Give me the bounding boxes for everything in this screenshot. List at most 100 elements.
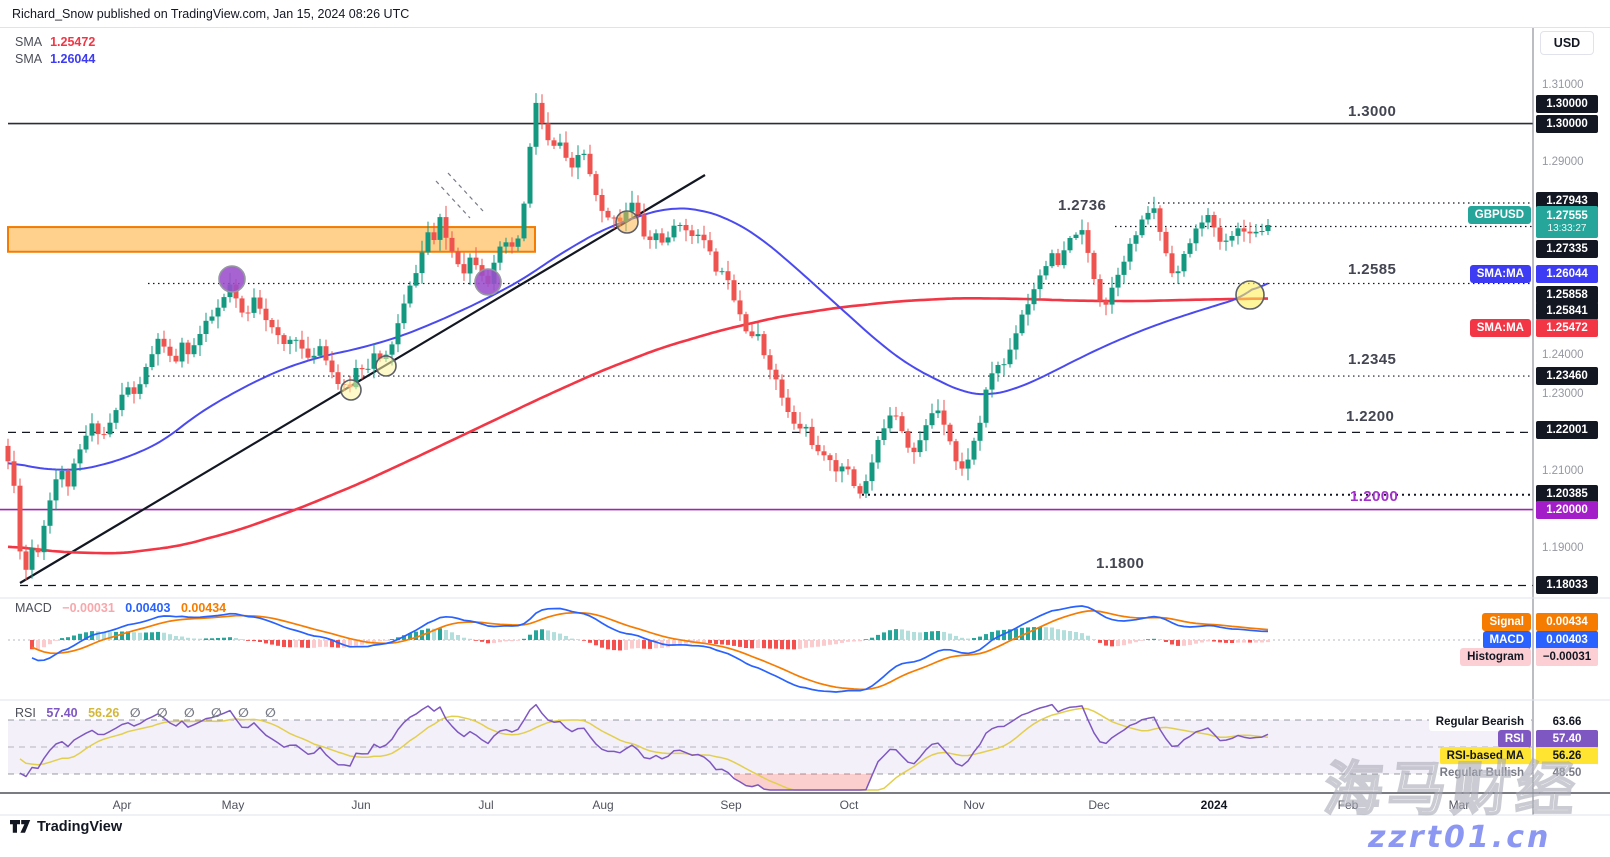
price-axis-badge[interactable]: 1.25841 xyxy=(1536,302,1598,320)
level-label-1-2345: 1.2345 xyxy=(1348,351,1397,368)
countdown-timer: 13:33:27 xyxy=(1547,222,1587,234)
axis-tag-rsi[interactable]: RSI xyxy=(1497,730,1531,748)
annotation-dash[interactable] xyxy=(435,180,471,219)
marker-circle[interactable] xyxy=(340,379,362,401)
rsi-line[interactable] xyxy=(19,703,1269,791)
attribution-header: Richard_Snow published on TradingView.co… xyxy=(0,0,1610,28)
price-axis-scale-label: 1.29000 xyxy=(1542,156,1584,168)
price-axis-badge[interactable]: 56.26 xyxy=(1536,747,1598,765)
price-pane[interactable] xyxy=(0,93,1533,587)
price-axis-badge[interactable]: 0.00403 xyxy=(1536,631,1598,649)
price-axis-scale-label: 1.23000 xyxy=(1542,388,1584,400)
axis-tag-histogram[interactable]: Histogram xyxy=(1460,648,1531,666)
price-axis-badge[interactable]: 1.20385 xyxy=(1536,485,1598,503)
rsi-ma-line[interactable] xyxy=(19,707,1269,791)
price-axis-scale-label: 1.31000 xyxy=(1542,79,1584,91)
axis-tag-sma-ma[interactable]: SMA:MA xyxy=(1469,319,1531,337)
time-axis-label-oct[interactable]: Oct xyxy=(839,798,859,812)
marker-circle[interactable] xyxy=(375,355,397,377)
marker-circle[interactable] xyxy=(218,265,246,293)
macd-legend[interactable]: MACD −0.00031 0.00403 0.00434 xyxy=(15,601,233,615)
price-axis-badge[interactable]: 1.25858 xyxy=(1536,286,1598,304)
price-axis-badge[interactable]: 1.20000 xyxy=(1536,501,1598,519)
price-axis-badge[interactable]: 1.30000 xyxy=(1536,115,1598,133)
sma1-value: 1.25472 xyxy=(50,34,96,49)
tradingview-brand-text: TradingView xyxy=(37,818,123,835)
macd-histogram-value: −0.00031 xyxy=(62,601,115,615)
time-axis-label-feb[interactable]: Feb xyxy=(1337,798,1359,812)
time-axis-label-sep[interactable]: Sep xyxy=(720,798,742,812)
annotation-dash[interactable] xyxy=(447,172,484,212)
price-axis-badge[interactable]: 0.00434 xyxy=(1536,613,1598,631)
macd-pane[interactable] xyxy=(8,605,1533,693)
axis-tag-regular-bullish[interactable]: Regular Bullish xyxy=(1432,764,1531,782)
axis-tag-signal[interactable]: Signal xyxy=(1482,613,1531,631)
marker-circle[interactable] xyxy=(1235,280,1265,310)
candles-layer[interactable] xyxy=(5,93,1271,581)
rsi-divergence-empties: ∅ ∅ ∅ ∅ ∅ ∅ xyxy=(129,705,282,720)
sma-legend-row-1[interactable]: SMA 1.25472 xyxy=(15,33,95,50)
macd-signal-value: 0.00434 xyxy=(180,601,227,615)
price-axis-scale-label: 1.19000 xyxy=(1542,542,1584,554)
time-axis-label-may[interactable]: May xyxy=(221,798,245,812)
price-axis-badge[interactable]: 1.22001 xyxy=(1536,421,1598,439)
time-axis-label-dec[interactable]: Dec xyxy=(1088,798,1110,812)
rsi-legend[interactable]: RSI 57.40 56.26 ∅ ∅ ∅ ∅ ∅ ∅ xyxy=(15,705,289,720)
axis-tag-sma-ma[interactable]: SMA:MA xyxy=(1469,265,1531,283)
time-axis-label-jun[interactable]: Jun xyxy=(351,798,371,812)
axis-tag-rsi-based-ma[interactable]: RSI-based MA xyxy=(1439,747,1531,765)
rsi-value: 57.40 xyxy=(46,706,78,720)
rsi-ma-value: 56.26 xyxy=(88,706,120,720)
sma-slow-red-line[interactable] xyxy=(7,296,1268,555)
supply-zone-box[interactable] xyxy=(7,226,536,253)
price-axis-badge[interactable]: 1.30000 xyxy=(1536,95,1598,113)
time-axis-label-apr[interactable]: Apr xyxy=(112,798,132,812)
sma2-label: SMA xyxy=(15,51,43,66)
level-label-1-3000: 1.3000 xyxy=(1348,103,1397,120)
tradingview-logo-icon xyxy=(10,820,31,833)
axis-tag-regular-bearish[interactable]: Regular Bearish xyxy=(1428,713,1531,731)
sma-legend-row-2[interactable]: SMA 1.26044 xyxy=(15,50,95,67)
level-label-1-1800: 1.1800 xyxy=(1096,555,1145,572)
price-axis-badge[interactable]: 1.26044 xyxy=(1536,265,1598,283)
sma-legend[interactable]: SMA 1.25472 SMA 1.26044 xyxy=(15,33,95,67)
axis-tag-gbpusd[interactable]: GBPUSD xyxy=(1467,206,1531,224)
sma2-value: 1.26044 xyxy=(50,51,96,66)
time-axis-label-2024[interactable]: 2024 xyxy=(1200,798,1228,812)
price-axis-badge[interactable]: 48.50 xyxy=(1536,764,1598,782)
marker-circle[interactable] xyxy=(615,210,639,234)
rsi-pane[interactable] xyxy=(8,703,1533,791)
tradingview-brand-link[interactable]: TradingView xyxy=(10,818,122,835)
price-axis-badge[interactable]: 1.27335 xyxy=(1536,240,1598,258)
macd-label: MACD xyxy=(15,601,52,615)
currency-toggle-button[interactable]: USD xyxy=(1540,31,1594,55)
macd-line-value: 0.00403 xyxy=(125,601,171,615)
rsi-label: RSI xyxy=(15,706,36,720)
time-axis-label-jul[interactable]: Jul xyxy=(478,798,494,812)
price-axis-scale-label: 1.21000 xyxy=(1542,465,1584,477)
level-label-1-2736: 1.2736 xyxy=(1058,197,1107,214)
level-label-1-2200: 1.2200 xyxy=(1346,408,1395,425)
price-axis-badge[interactable]: 1.27555 13:33:27 xyxy=(1536,206,1598,238)
time-axis-label-mar[interactable]: Mar xyxy=(1448,798,1470,812)
price-axis-badge[interactable]: 57.40 xyxy=(1536,730,1598,748)
price-axis-badge[interactable]: 63.66 xyxy=(1536,713,1598,731)
macd-signal-line[interactable] xyxy=(31,609,1269,691)
price-axis-scale-label: 1.24000 xyxy=(1542,349,1584,361)
time-axis-label-aug[interactable]: Aug xyxy=(592,798,614,812)
time-axis-label-nov[interactable]: Nov xyxy=(963,798,985,812)
price-axis-badge[interactable]: −0.00031 xyxy=(1536,648,1598,666)
attribution-text: Richard_Snow published on TradingView.co… xyxy=(12,7,410,21)
price-axis-badge[interactable]: 1.25472 xyxy=(1536,319,1598,337)
level-label-1-2585: 1.2585 xyxy=(1348,261,1397,278)
price-axis-badge[interactable]: 1.27943 xyxy=(1536,192,1598,210)
sma1-label: SMA xyxy=(15,34,43,49)
price-axis-badge[interactable]: 1.18033 xyxy=(1536,576,1598,594)
axis-tag-macd[interactable]: MACD xyxy=(1482,631,1531,649)
level-label-1-2000: 1.2000 xyxy=(1350,488,1399,505)
marker-circle[interactable] xyxy=(474,268,502,296)
price-axis-badge[interactable]: 1.23460 xyxy=(1536,367,1598,385)
macd-line[interactable] xyxy=(31,605,1269,693)
